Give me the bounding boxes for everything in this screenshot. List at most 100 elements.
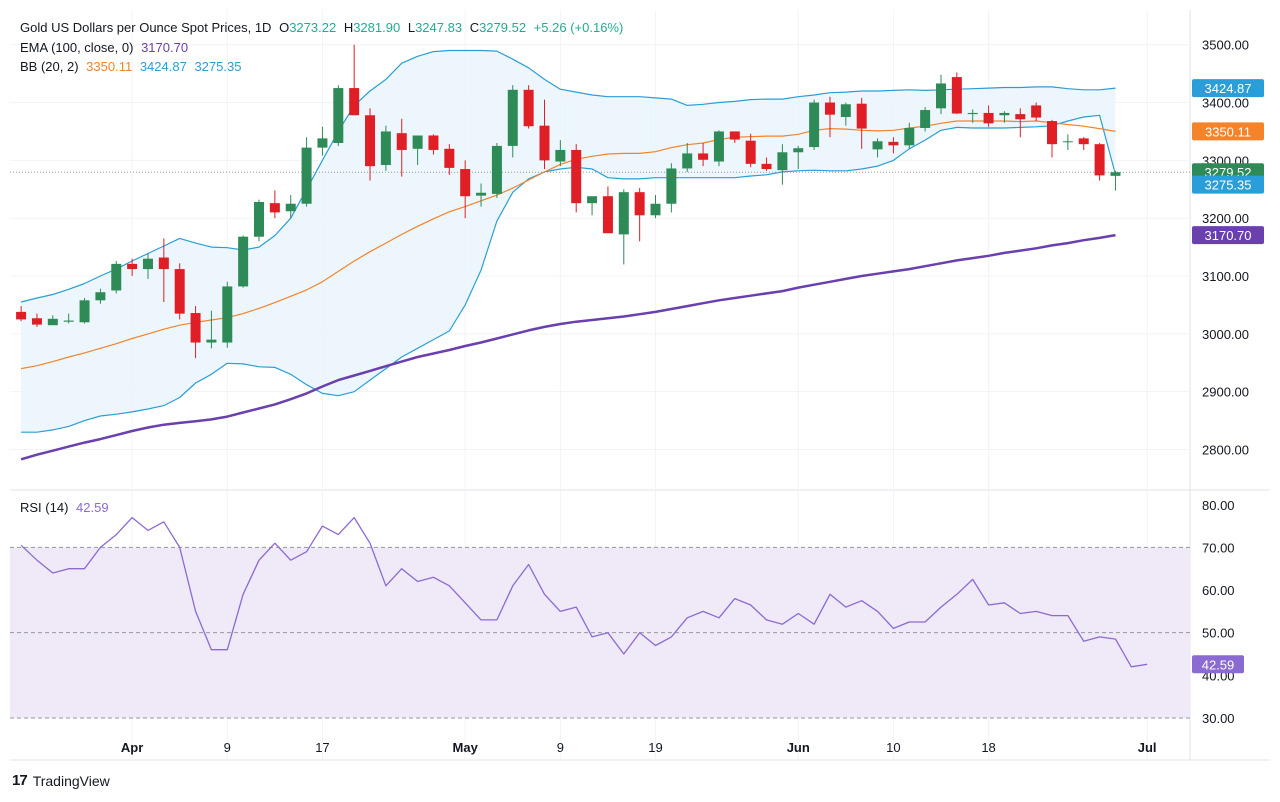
- candle-body[interactable]: [745, 140, 756, 164]
- candle-body[interactable]: [1031, 105, 1042, 118]
- candle-body[interactable]: [365, 115, 376, 167]
- candle-body[interactable]: [63, 320, 74, 322]
- candle-body[interactable]: [1110, 172, 1121, 176]
- price-tick-label: 2800.00: [1202, 443, 1249, 458]
- candle-body[interactable]: [269, 203, 280, 213]
- candle-body[interactable]: [238, 236, 249, 287]
- time-tick-label: 10: [886, 740, 900, 755]
- tradingview-name: TradingView: [32, 772, 110, 789]
- candle-body[interactable]: [476, 192, 487, 196]
- candle-body[interactable]: [761, 163, 772, 170]
- candle-body[interactable]: [47, 318, 58, 326]
- candle-body[interactable]: [587, 196, 598, 204]
- price-tag-label: 3350.11: [1205, 124, 1251, 139]
- candle-body[interactable]: [840, 104, 851, 117]
- candle-body[interactable]: [1062, 141, 1073, 143]
- bb-label: BB (20, 2): [20, 59, 79, 74]
- candle-body[interactable]: [634, 192, 645, 216]
- candle-body[interactable]: [491, 145, 502, 194]
- candle-body[interactable]: [301, 147, 312, 204]
- open-label: O: [279, 20, 290, 35]
- candle-body[interactable]: [793, 148, 804, 153]
- candle-body[interactable]: [142, 258, 153, 270]
- rsi-tick-label: 80.00: [1202, 498, 1235, 513]
- rsi-tag: [1192, 655, 1244, 674]
- candle-body[interactable]: [1047, 121, 1058, 145]
- candle-body[interactable]: [920, 110, 931, 128]
- candle-body[interactable]: [682, 153, 693, 169]
- candle-body[interactable]: [79, 300, 90, 323]
- tradingview-branding[interactable]: 17 TradingView: [12, 772, 110, 789]
- candle-body[interactable]: [999, 112, 1010, 116]
- high-label: H: [343, 20, 354, 35]
- candle-body[interactable]: [127, 263, 138, 270]
- candle-body[interactable]: [158, 257, 169, 270]
- candle-body[interactable]: [809, 102, 820, 148]
- candle-body[interactable]: [713, 131, 724, 162]
- candle-body[interactable]: [571, 149, 582, 204]
- ema-value: 3170.70: [141, 40, 189, 55]
- candle-body[interactable]: [412, 135, 423, 149]
- candle-body[interactable]: [1015, 114, 1026, 120]
- candle-body[interactable]: [254, 202, 265, 237]
- candle-body[interactable]: [174, 269, 185, 314]
- candle-body[interactable]: [428, 135, 439, 150]
- candle-body[interactable]: [1094, 144, 1105, 176]
- tradingview-logo-icon: 17: [12, 772, 28, 789]
- candle-body[interactable]: [190, 313, 201, 343]
- candle-body[interactable]: [729, 131, 740, 140]
- price-tick-label: 3400.00: [1202, 96, 1249, 111]
- candle-body[interactable]: [111, 263, 122, 291]
- candle-body[interactable]: [16, 311, 27, 320]
- ema-legend: EMA (100, close, 0) 3170.70: [20, 40, 192, 55]
- candle-body[interactable]: [856, 103, 867, 129]
- candle-body[interactable]: [618, 192, 629, 235]
- candle-body[interactable]: [777, 152, 788, 171]
- candle-body[interactable]: [285, 203, 296, 212]
- rsi-tick-label: 50.00: [1202, 626, 1235, 641]
- candle-body[interactable]: [539, 125, 550, 161]
- time-tick-label: 19: [648, 740, 662, 755]
- price-tag: [1192, 226, 1264, 245]
- candle-body[interactable]: [602, 196, 613, 234]
- candle-body[interactable]: [824, 102, 835, 115]
- candle-body[interactable]: [1078, 138, 1089, 145]
- candle-body[interactable]: [904, 127, 915, 146]
- candle-body[interactable]: [460, 169, 471, 197]
- candle-body[interactable]: [380, 131, 391, 165]
- bb-upper-value: 3424.87: [139, 59, 187, 74]
- change-value: +5.26 (+0.16%): [533, 20, 624, 35]
- candle-body[interactable]: [95, 292, 106, 301]
- candle-body[interactable]: [555, 149, 566, 162]
- candle-body[interactable]: [650, 203, 661, 216]
- price-legend: Gold US Dollars per Ounce Spot Prices, 1…: [20, 20, 627, 35]
- candle-body[interactable]: [666, 168, 677, 204]
- candle-body[interactable]: [444, 148, 455, 168]
- price-tick-label: 3200.00: [1202, 211, 1249, 226]
- candle-body[interactable]: [31, 318, 42, 325]
- ema-label: EMA (100, close, 0): [20, 40, 134, 55]
- candle-body[interactable]: [983, 112, 994, 124]
- candle-body[interactable]: [396, 133, 407, 150]
- time-tick-label: 18: [981, 740, 995, 755]
- candle-body[interactable]: [206, 339, 217, 343]
- candle-body[interactable]: [349, 88, 360, 116]
- candle-body[interactable]: [698, 153, 709, 160]
- candle-body[interactable]: [951, 77, 962, 114]
- candle-body[interactable]: [872, 141, 883, 150]
- time-tick-label: 9: [557, 740, 564, 755]
- candle-body[interactable]: [967, 112, 978, 115]
- time-tick-label: Apr: [121, 740, 143, 755]
- candle-body[interactable]: [333, 88, 344, 144]
- price-tick-label: 3000.00: [1202, 327, 1249, 342]
- candle-body[interactable]: [317, 138, 328, 148]
- candle-body[interactable]: [507, 89, 518, 146]
- candle-body[interactable]: [523, 89, 534, 127]
- time-tick-label: Jul: [1138, 740, 1157, 755]
- candle-body[interactable]: [935, 83, 946, 109]
- candle-body[interactable]: [222, 286, 233, 343]
- candle-body[interactable]: [888, 141, 899, 146]
- rsi-legend: RSI (14) 42.59: [20, 500, 113, 515]
- time-tick-label: Jun: [787, 740, 810, 755]
